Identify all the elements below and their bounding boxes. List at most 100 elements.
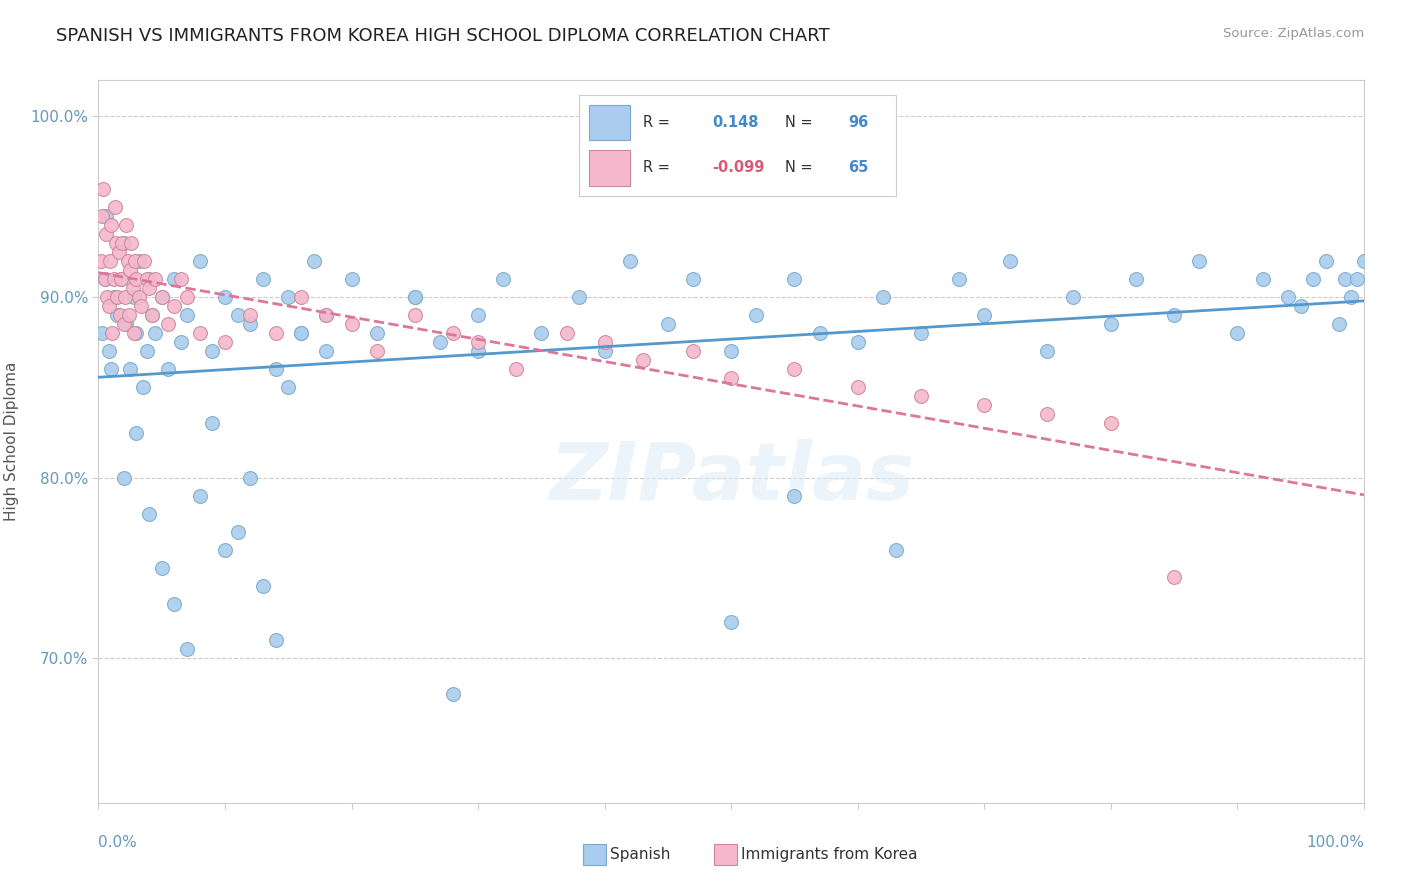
Point <box>150 290 173 304</box>
Point <box>97 344 120 359</box>
Point <box>808 326 831 340</box>
Point <box>145 326 166 340</box>
Point <box>366 326 388 340</box>
Point <box>910 389 932 403</box>
Point <box>135 344 157 359</box>
Y-axis label: High School Diploma: High School Diploma <box>4 362 18 521</box>
Point <box>122 290 145 304</box>
Point <box>94 227 117 241</box>
Point <box>631 353 654 368</box>
Point <box>239 317 262 331</box>
Point <box>169 272 191 286</box>
Point <box>682 272 704 286</box>
Point <box>264 362 287 376</box>
Point <box>132 380 155 394</box>
Point <box>91 209 114 223</box>
Point <box>163 597 186 611</box>
Point <box>1251 272 1274 286</box>
Point <box>169 335 191 350</box>
Point <box>568 290 591 304</box>
Point <box>530 326 553 340</box>
Point <box>108 308 131 322</box>
Point <box>1327 317 1350 331</box>
Point <box>340 272 363 286</box>
Point <box>120 362 141 376</box>
Text: SPANISH VS IMMIGRANTS FROM KOREA HIGH SCHOOL DIPLOMA CORRELATION CHART: SPANISH VS IMMIGRANTS FROM KOREA HIGH SC… <box>56 27 830 45</box>
Point <box>429 335 451 350</box>
Point <box>720 615 742 630</box>
Point <box>201 344 224 359</box>
Point <box>441 687 464 701</box>
Point <box>120 263 141 277</box>
Point <box>188 253 211 268</box>
Point <box>107 290 129 304</box>
Point <box>1353 253 1375 268</box>
Point <box>145 272 166 286</box>
Point <box>118 308 141 322</box>
Point <box>105 235 128 250</box>
Point <box>176 642 198 657</box>
Point <box>315 308 337 322</box>
Point <box>114 290 136 304</box>
Point <box>107 308 129 322</box>
Point <box>163 299 186 313</box>
Point <box>214 542 236 557</box>
Point <box>1062 290 1084 304</box>
Point <box>1163 308 1185 322</box>
Point <box>1277 290 1299 304</box>
Point <box>290 290 312 304</box>
Point <box>252 272 274 286</box>
Point <box>467 308 489 322</box>
Point <box>555 326 578 340</box>
Point <box>264 633 287 648</box>
Point <box>1036 408 1059 422</box>
Point <box>404 308 426 322</box>
Point <box>98 253 121 268</box>
Point <box>103 290 125 304</box>
Point <box>226 524 249 539</box>
Point <box>720 344 742 359</box>
Point <box>846 380 869 394</box>
Point <box>93 272 117 286</box>
Point <box>290 326 312 340</box>
Point <box>290 326 312 340</box>
Point <box>214 335 236 350</box>
Text: 100.0%: 100.0% <box>1306 836 1364 850</box>
Point <box>1315 253 1337 268</box>
Point <box>998 253 1021 268</box>
Point <box>111 235 134 250</box>
Point <box>176 290 198 304</box>
Point <box>619 253 641 268</box>
Point <box>201 417 224 431</box>
Point <box>101 326 124 340</box>
Point <box>188 326 211 340</box>
Point <box>239 308 262 322</box>
Point <box>872 290 894 304</box>
Point <box>315 308 337 322</box>
Point <box>163 272 186 286</box>
Point <box>90 253 112 268</box>
Point <box>1188 253 1211 268</box>
Point <box>1099 417 1122 431</box>
Point <box>252 579 274 593</box>
Point <box>277 290 299 304</box>
Point <box>115 317 138 331</box>
Point <box>720 371 742 385</box>
Point <box>150 290 173 304</box>
Point <box>492 272 515 286</box>
Point <box>122 326 145 340</box>
Point <box>783 272 806 286</box>
Point <box>125 272 148 286</box>
Point <box>93 181 115 195</box>
Point <box>138 272 160 286</box>
Point <box>107 244 129 259</box>
Point <box>128 253 150 268</box>
Point <box>104 200 127 214</box>
Point <box>93 272 117 286</box>
Point <box>117 253 139 268</box>
Point <box>226 308 249 322</box>
Point <box>404 290 426 304</box>
Point <box>176 308 198 322</box>
Point <box>302 253 325 268</box>
Point <box>125 326 148 340</box>
